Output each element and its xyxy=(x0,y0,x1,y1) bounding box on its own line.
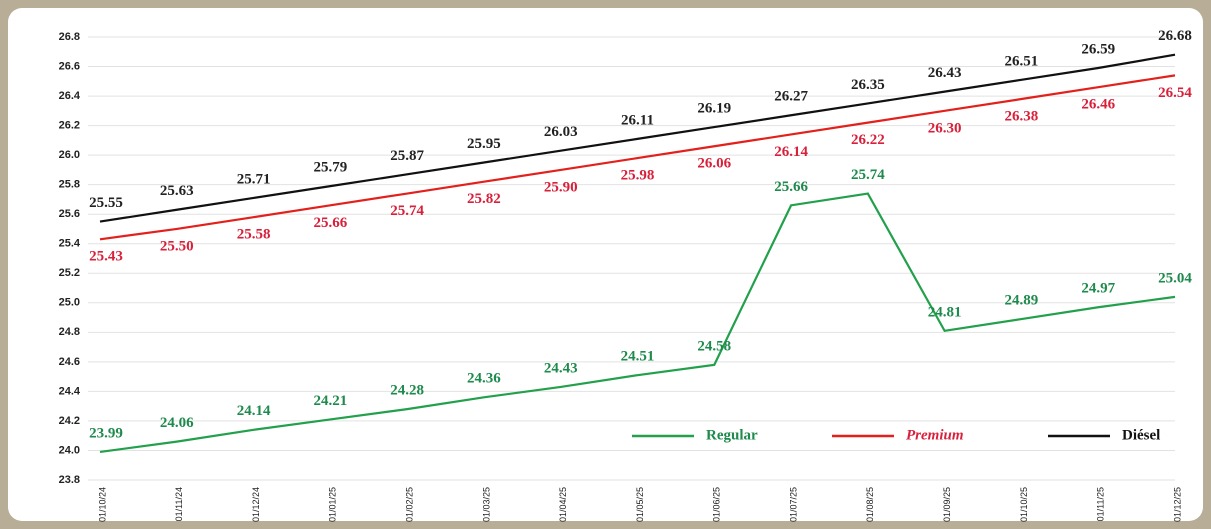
x-tick-label: 01/06/25 xyxy=(712,487,722,522)
data-label: 26.54 xyxy=(1158,85,1192,101)
data-label: 25.71 xyxy=(237,171,271,187)
y-tick-label: 26.6 xyxy=(59,60,80,72)
x-tick-label: 01/10/25 xyxy=(1019,487,1029,522)
y-tick-label: 25.6 xyxy=(59,208,80,220)
y-tick-label: 24.2 xyxy=(59,415,80,427)
data-label: 25.66 xyxy=(313,215,347,231)
data-label: 26.51 xyxy=(1005,53,1039,69)
data-label: 26.03 xyxy=(544,124,578,140)
legend-label: Premium xyxy=(906,427,964,443)
x-tick-label: 01/09/25 xyxy=(942,487,952,522)
series-line xyxy=(99,74,1176,241)
y-tick-label: 25.8 xyxy=(59,179,80,191)
data-label: 24.36 xyxy=(467,371,501,387)
y-tick-label: 25.0 xyxy=(59,297,80,309)
y-tick-label: 24.4 xyxy=(59,385,81,397)
x-tick-label: 01/04/25 xyxy=(558,487,568,522)
x-tick-label: 01/08/25 xyxy=(865,487,875,522)
x-tick-label: 01/11/24 xyxy=(174,487,184,521)
data-label: 25.90 xyxy=(544,179,578,195)
data-label: 24.97 xyxy=(1081,281,1115,297)
x-tick-label: 01/07/25 xyxy=(788,487,798,522)
y-tick-label: 26.2 xyxy=(59,120,80,132)
data-label: 24.58 xyxy=(697,338,731,354)
y-tick-label: 24.6 xyxy=(59,356,80,368)
x-tick-label: 01/12/24 xyxy=(251,487,261,522)
x-tick-label: 01/05/25 xyxy=(635,487,645,522)
data-label: 25.66 xyxy=(774,179,808,195)
x-tick-label: 01/11/25 xyxy=(1096,487,1106,521)
data-label: 24.14 xyxy=(237,403,271,419)
x-tick-label: 01/02/25 xyxy=(405,487,415,522)
y-tick-label: 24.8 xyxy=(59,326,80,338)
data-label: 26.30 xyxy=(928,120,962,136)
data-label: 24.21 xyxy=(313,393,347,409)
data-label: 26.19 xyxy=(697,101,731,117)
x-tick-label: 01/12/25 xyxy=(1172,487,1182,522)
legend-label: Diésel xyxy=(1122,427,1160,443)
data-label: 24.43 xyxy=(544,360,578,376)
legend-label: Regular xyxy=(706,427,758,443)
data-label: 26.11 xyxy=(621,112,654,128)
data-label: 26.46 xyxy=(1081,97,1115,113)
x-tick-label: 01/10/24 xyxy=(97,487,107,522)
data-label: 25.74 xyxy=(390,203,424,219)
data-label: 25.58 xyxy=(237,227,271,243)
data-label: 25.43 xyxy=(89,249,123,265)
data-label: 25.74 xyxy=(851,167,885,183)
y-tick-label: 25.4 xyxy=(59,238,81,250)
y-tick-label: 26.4 xyxy=(59,90,81,102)
data-label: 26.59 xyxy=(1081,41,1115,57)
data-label: 24.89 xyxy=(1005,292,1039,308)
data-label: 25.50 xyxy=(160,238,194,254)
y-tick-label: 26.8 xyxy=(59,31,80,43)
data-label: 25.87 xyxy=(390,148,424,164)
data-label: 26.27 xyxy=(774,89,808,105)
panel xyxy=(8,8,1203,521)
data-label: 24.81 xyxy=(928,304,962,320)
data-label: 26.22 xyxy=(851,132,885,148)
data-label: 26.38 xyxy=(1005,108,1039,124)
data-label: 25.63 xyxy=(160,183,194,199)
data-label: 24.28 xyxy=(390,383,424,399)
data-label: 25.79 xyxy=(313,160,347,176)
x-tick-label: 01/01/25 xyxy=(328,487,338,522)
y-tick-label: 23.8 xyxy=(59,474,80,486)
data-label: 26.14 xyxy=(774,144,808,160)
data-label: 25.95 xyxy=(467,136,501,152)
data-label: 25.55 xyxy=(89,195,123,211)
series-line xyxy=(99,192,1176,454)
y-tick-label: 24.0 xyxy=(59,444,80,456)
series-line xyxy=(99,53,1176,223)
data-label: 25.04 xyxy=(1158,270,1192,286)
data-label: 26.35 xyxy=(851,77,885,93)
data-label: 24.06 xyxy=(160,415,194,431)
data-label: 26.06 xyxy=(697,156,731,172)
data-label: 24.51 xyxy=(621,349,655,365)
y-tick-label: 26.0 xyxy=(59,149,80,161)
y-tick-label: 25.2 xyxy=(59,267,80,279)
data-label: 26.43 xyxy=(928,65,962,81)
data-label: 25.98 xyxy=(621,168,655,184)
data-label: 23.99 xyxy=(89,425,123,441)
x-tick-label: 01/03/25 xyxy=(481,487,491,522)
data-label: 25.82 xyxy=(467,191,501,207)
data-label: 26.68 xyxy=(1158,28,1192,44)
